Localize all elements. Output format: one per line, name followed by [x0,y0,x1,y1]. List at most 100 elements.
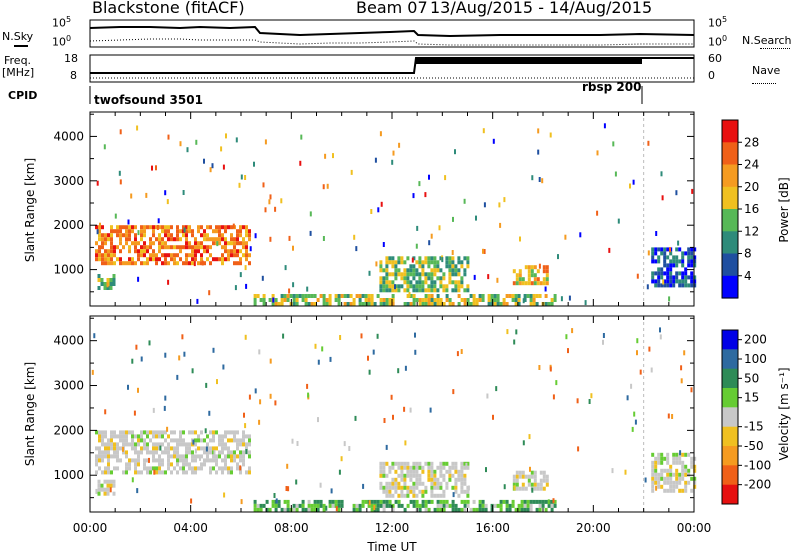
freq-label-line1: Freq. [4,54,32,67]
cell [218,466,221,471]
cell [520,507,524,512]
cell [388,280,392,285]
cell [445,256,449,261]
cell [388,288,392,293]
cell [313,302,317,306]
cell [418,256,422,261]
cell [693,259,697,264]
region-morning-low-patch [97,479,116,496]
speckle [398,142,401,148]
cell [505,503,509,508]
cell [508,507,512,512]
speckle [679,450,682,456]
cell [379,276,383,281]
cell [445,294,449,298]
cell [191,466,194,471]
cell [521,482,525,487]
cell [218,233,221,238]
speckle [183,351,186,357]
cell [433,284,437,289]
freq-left-tick-top: 18 [64,52,78,65]
speckle [262,182,265,188]
cell [98,233,101,238]
cell [654,271,658,276]
cell [544,294,548,298]
cell [137,442,140,447]
speckle [353,234,356,240]
speckle [482,128,485,134]
speckle [634,419,637,425]
cell [107,237,110,242]
cell [143,225,146,230]
cell [212,458,215,463]
cell [242,434,245,439]
speckle [354,415,357,421]
cell [197,249,200,254]
cell [502,302,506,306]
cell [436,298,440,302]
speckle [191,368,194,374]
speckle [368,270,371,276]
cell [448,268,452,273]
cell [400,284,404,289]
y-tick-label: 3000 [53,174,84,188]
cell [236,438,239,443]
cell [194,237,197,242]
speckle [376,333,379,339]
cell [415,469,419,474]
velocity-colorbar-tick-label: 200 [744,333,767,347]
cell [403,268,407,273]
cell [262,294,266,298]
cell [221,257,224,262]
cell [185,257,188,262]
cell [533,478,537,483]
speckle [234,285,237,291]
cell [451,465,455,470]
cell [233,237,236,242]
cell [388,260,392,265]
cell [385,256,389,261]
cell [221,237,224,242]
cell [101,225,104,230]
cell [98,229,101,234]
cell [161,225,164,230]
cell [527,281,531,286]
cell [412,288,416,293]
speckle [348,446,351,451]
cell [95,249,98,254]
speckle [296,441,299,446]
cell [295,298,299,302]
cell [681,452,685,457]
cell [527,269,531,274]
cell [427,288,431,293]
cell [481,503,485,508]
speckle [519,236,521,242]
cell [499,499,503,504]
speckle [611,468,614,474]
cell [654,472,658,477]
cell [515,273,519,278]
cell [191,454,194,459]
cell [125,442,128,447]
cell [289,294,293,298]
cell [409,264,413,269]
cell [684,488,688,493]
cell [95,225,98,230]
cell [167,442,170,447]
cell [672,283,676,288]
cell [119,430,122,435]
cell [463,465,467,470]
cell [657,283,661,288]
cell [672,263,676,268]
cell [209,430,212,435]
cell [97,278,101,282]
cell [651,255,655,260]
cell [415,499,419,504]
cell [152,249,155,254]
cell [530,273,534,278]
cell [140,249,143,254]
cell [230,249,233,254]
cell [550,507,554,512]
cell [106,286,110,290]
